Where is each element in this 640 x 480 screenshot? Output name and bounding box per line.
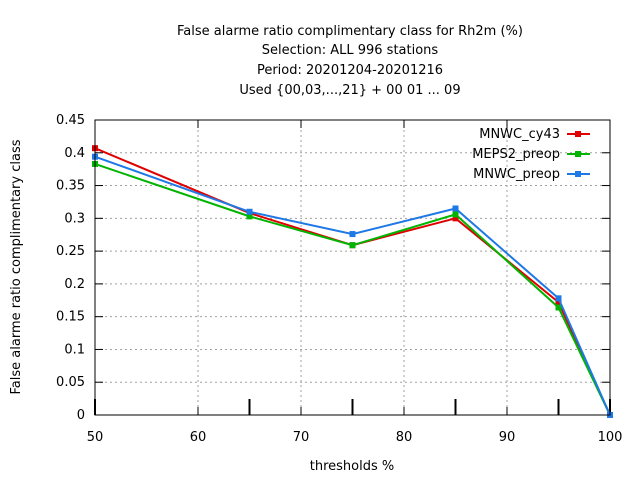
data-point-MNWC_preop [349, 231, 356, 238]
data-point-MNWC_preop [246, 208, 253, 215]
x-tick-label: 100 [598, 430, 623, 445]
y-tick-label: 0.05 [56, 375, 85, 390]
y-tick-label: 0.1 [64, 342, 85, 357]
y-tick-label: 0.3 [64, 211, 85, 226]
title-line-2: Selection: ALL 996 stations [262, 43, 439, 58]
plot-frame [94, 119, 611, 416]
data-point-MEPS2_preop [246, 213, 253, 220]
x-tick-label: 80 [396, 430, 413, 445]
data-point-MNWC_cy43 [555, 299, 562, 306]
x-tick-label: 50 [87, 430, 104, 445]
x-tick-label: 60 [190, 430, 207, 445]
grid [95, 120, 610, 415]
y-tick-label: 0.35 [56, 179, 85, 194]
data-point-MNWC_preop [452, 205, 459, 212]
data-point-MEPS2_preop [555, 304, 562, 311]
legend-label: MEPS2_preop [472, 147, 560, 162]
x-axis-label: thresholds % [310, 459, 394, 474]
legend-label: MNWC_preop [473, 167, 560, 182]
title-line-3: Period: 20201204-20201216 [257, 63, 443, 78]
title-line-1: False alarme ratio complimentary class f… [177, 24, 523, 39]
x-tick-label: 70 [293, 430, 310, 445]
y-ticks: 0 0.05 0.1 0.15 0.2 0.25 0.3 0.35 0.4 0.45 [56, 113, 610, 423]
series-group [92, 145, 613, 418]
y-tick-label: 0.4 [64, 146, 85, 161]
y-tick-label: 0.2 [64, 277, 85, 292]
legend: MNWC_cy43 MEPS2_preop MNWC_preop [472, 127, 590, 182]
y-axis-label: False alarme ratio complimentary class [9, 139, 24, 394]
data-point-MEPS2_preop [349, 242, 356, 249]
y-tick-label: 0 [77, 408, 85, 423]
x-tick-label: 90 [499, 430, 516, 445]
data-point-MEPS2_preop [452, 211, 459, 218]
series-line-MNWC_preop [94, 155, 611, 416]
legend-swatch-marker [575, 151, 581, 157]
legend-label: MNWC_cy43 [479, 127, 560, 142]
y-tick-label: 0.25 [56, 244, 85, 259]
y-tick-label: 0.45 [56, 113, 85, 128]
legend-swatch-marker [575, 171, 581, 177]
data-point-MNWC_preop [555, 295, 562, 302]
y-tick-label: 0.15 [56, 310, 85, 325]
series-line-MNWC_cy43 [94, 147, 611, 416]
data-point-MNWC_cy43 [452, 215, 459, 222]
title-line-4: Used {00,03,...,21} + 00 01 ... 09 [239, 83, 460, 98]
chart-title: False alarme ratio complimentary class f… [177, 24, 523, 98]
legend-swatch-marker [575, 131, 581, 137]
series-line-MEPS2_preop [94, 162, 611, 416]
